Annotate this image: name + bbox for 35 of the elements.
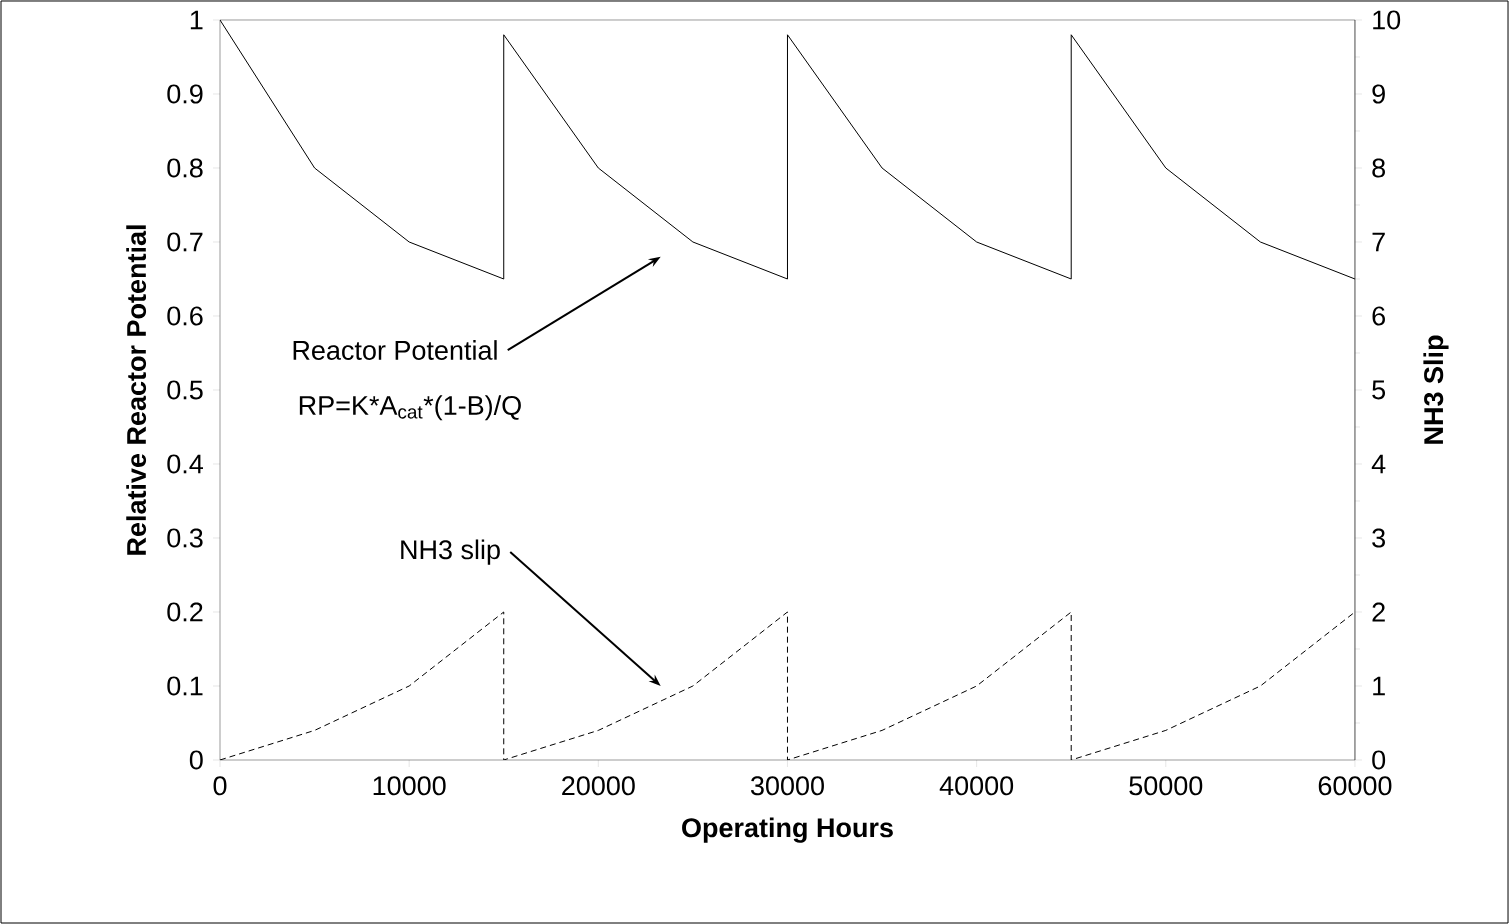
y2-tick-label: 9: [1372, 84, 1385, 104]
y2-axis-title: NH3 Slip: [1423, 335, 1449, 444]
x-tick-label: 30000: [750, 776, 824, 796]
x-tick-label: 0: [213, 776, 227, 796]
x-tick-label: 10000: [373, 776, 446, 796]
annotation: RP=K*A$_{cat}$*(1-B)/Q: [299, 395, 521, 421]
y-tick-label: 0.3: [167, 528, 203, 548]
y-tick-label: 0.2: [167, 602, 203, 622]
y2-tick-label: 1: [1373, 676, 1385, 696]
y2-tick-label: 0: [1372, 750, 1386, 770]
y-tick-label: 0.1: [167, 676, 203, 696]
y2-tick-label: 3: [1372, 528, 1385, 548]
y-axis-title: Relative Reactor Potential: [126, 225, 147, 555]
y-tick-label: 0: [189, 750, 203, 770]
x-tick-label: 40000: [939, 776, 1014, 796]
y2-tick-label: 10: [1373, 10, 1401, 30]
y-tick-label: 0.4: [167, 454, 204, 474]
annotation: NH3 slip: [401, 539, 500, 565]
x-axis-title: Operating Hours: [682, 817, 893, 843]
y-tick-label: 0.6: [167, 306, 203, 326]
y2-tick-label: 4: [1371, 454, 1386, 474]
x-tick-label: 60000: [1318, 776, 1392, 796]
x-tick-label: 20000: [562, 776, 635, 796]
y-tick-label: 0.9: [167, 84, 203, 104]
x-tick-label: 50000: [1129, 776, 1203, 796]
y2-tick-label: 2: [1372, 602, 1385, 622]
y2-tick-label: 5: [1372, 380, 1386, 400]
y-tick-label: 0.5: [167, 380, 203, 400]
y2-tick-label: 8: [1372, 158, 1385, 178]
y2-tick-label: 6: [1372, 306, 1385, 326]
annotation: Reactor Potential: [293, 340, 497, 360]
y-tick-label: 1: [190, 10, 203, 30]
y2-tick-label: 7: [1372, 232, 1385, 252]
y-tick-label: 0.7: [167, 232, 203, 252]
y-tick-label: 0.8: [167, 158, 203, 178]
